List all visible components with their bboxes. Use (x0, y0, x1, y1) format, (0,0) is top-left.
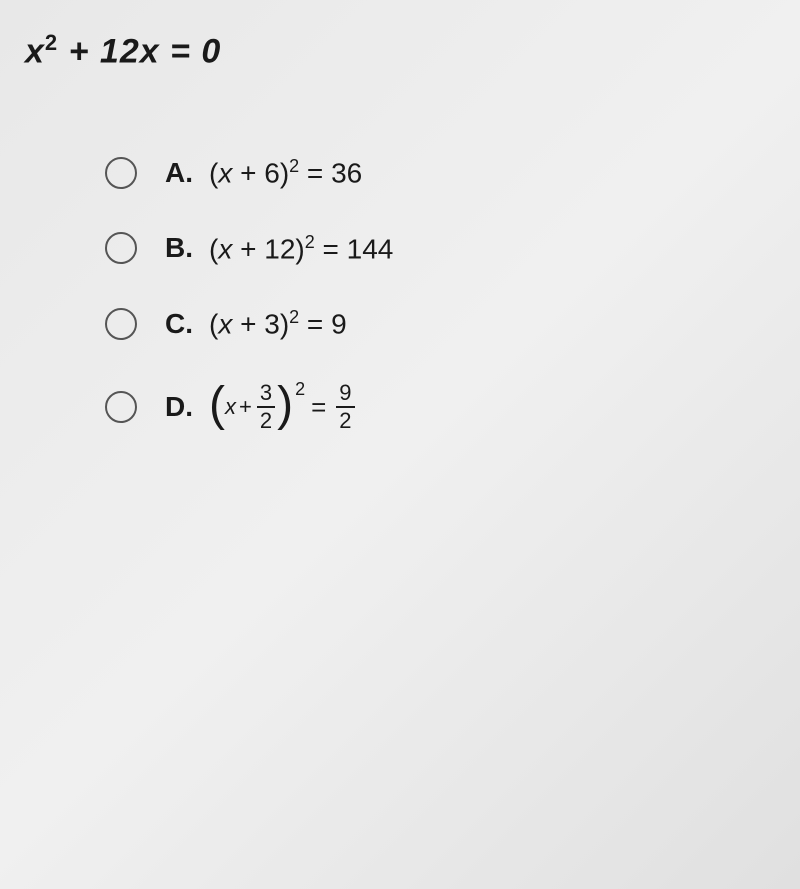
option-b[interactable]: B. (x + 12)2 = 144 (105, 232, 775, 265)
option-c-right: = 9 (299, 308, 346, 339)
right-paren-icon: ) (277, 386, 293, 424)
option-a-mid: + 6) (240, 158, 289, 189)
option-d-frac1-num: 3 (257, 382, 275, 408)
option-d[interactable]: D. ( x + 3 2 ) 2 = 9 2 (105, 382, 775, 432)
options-container: A. (x + 6)2 = 36 B. (x + 12)2 = 144 C. (… (25, 156, 775, 432)
option-a-right: = 36 (299, 158, 362, 189)
question-var1: x (25, 32, 45, 70)
option-a-text: (x + 6)2 = 36 (209, 156, 362, 189)
left-paren-icon: ( (209, 386, 225, 424)
option-c-label: C. (165, 308, 195, 340)
option-c-lparen: ( (209, 308, 218, 339)
option-c-text: (x + 3)2 = 9 (209, 307, 347, 340)
radio-icon[interactable] (105, 391, 137, 423)
radio-icon[interactable] (105, 232, 137, 264)
option-d-frac2: 9 2 (336, 382, 354, 432)
option-c-var: x (218, 308, 232, 339)
question-equation: x2 + 12x = 0 (25, 30, 775, 71)
question-exp: 2 (45, 30, 58, 55)
radio-icon[interactable] (105, 157, 137, 189)
question-var2: x (140, 32, 160, 70)
radio-icon[interactable] (105, 308, 137, 340)
option-a-var: x (218, 158, 232, 189)
option-d-text: ( x + 3 2 ) 2 = 9 2 (209, 382, 357, 432)
option-d-exp: 2 (295, 379, 305, 400)
option-b-lparen: ( (209, 233, 218, 264)
question-plus: + 12 (69, 32, 140, 70)
option-d-frac2-num: 9 (336, 382, 354, 408)
option-c-exp: 2 (289, 307, 299, 327)
option-d-var: x (225, 394, 236, 420)
option-a-exp: 2 (289, 156, 299, 176)
option-a-label: A. (165, 157, 195, 189)
option-d-frac1-den: 2 (257, 408, 275, 432)
question-equals: = 0 (170, 32, 221, 70)
option-b-label: B. (165, 232, 195, 264)
option-a[interactable]: A. (x + 6)2 = 36 (105, 156, 775, 189)
option-b-text: (x + 12)2 = 144 (209, 232, 393, 265)
option-b-mid: + 12) (240, 233, 305, 264)
option-a-lparen: ( (209, 158, 218, 189)
option-d-inner: x + 3 2 (225, 382, 277, 432)
option-b-exp: 2 (305, 232, 315, 252)
option-d-plus: + (239, 394, 252, 420)
option-b-right: = 144 (315, 233, 394, 264)
option-d-frac1: 3 2 (257, 382, 275, 432)
option-d-paren-group: ( x + 3 2 ) 2 (209, 382, 303, 432)
option-b-var: x (218, 233, 232, 264)
option-c-mid: + 3) (240, 308, 289, 339)
option-d-frac2-den: 2 (336, 408, 354, 432)
option-d-label: D. (165, 391, 195, 423)
option-d-equals: = (311, 392, 326, 423)
option-c[interactable]: C. (x + 3)2 = 9 (105, 307, 775, 340)
